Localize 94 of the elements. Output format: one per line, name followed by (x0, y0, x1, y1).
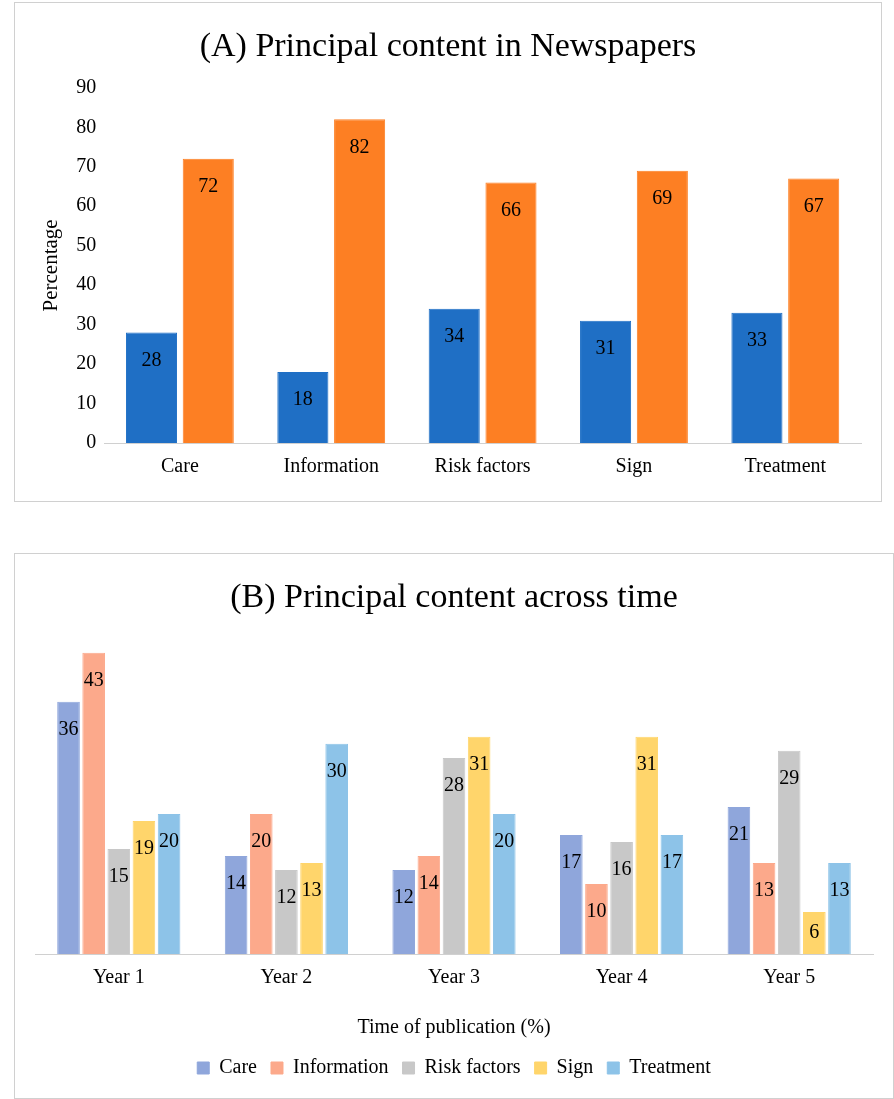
bar (417, 855, 441, 954)
data-label: 67 (803, 193, 824, 216)
bar (580, 320, 632, 443)
bar (752, 862, 776, 954)
data-label: 19 (133, 836, 154, 859)
data-label: 69 (652, 185, 673, 208)
chart-title: (B) Principal content across time (230, 577, 678, 616)
data-label: 16 (611, 857, 632, 880)
y-tick-label: 40 (76, 272, 97, 295)
data-label: 10 (586, 899, 607, 922)
data-label: 43 (83, 668, 104, 691)
bar (57, 701, 80, 954)
x-tick-label: Treatment (744, 454, 827, 477)
data-label: 13 (301, 878, 322, 901)
bar (585, 883, 608, 954)
bar (485, 182, 537, 443)
data-label: 18 (292, 387, 313, 410)
bar (249, 813, 273, 954)
y-axis-title: Percentage (38, 219, 63, 312)
x-tick-label: Year 1 (92, 965, 145, 988)
x-tick-label: Year 3 (428, 965, 480, 988)
data-label: 6 (809, 920, 820, 943)
data-label: 12 (276, 885, 297, 908)
data-label: 13 (754, 878, 775, 901)
x-tick-label: Care (161, 454, 199, 477)
bar (82, 652, 105, 954)
bar (731, 312, 783, 443)
y-tick-label: 0 (86, 430, 97, 453)
data-label: 14 (226, 871, 247, 894)
bar (492, 813, 516, 954)
data-label: 20 (251, 829, 272, 852)
data-label: 21 (728, 822, 749, 845)
x-tick-label: Year 2 (260, 965, 313, 988)
data-label: 34 (444, 324, 465, 347)
bar (636, 170, 688, 443)
y-tick-label: 50 (76, 232, 97, 255)
bar (157, 813, 181, 954)
x-tick-label: Information (283, 454, 380, 477)
x-tick-label: Risk factors (434, 454, 531, 477)
data-label: 15 (108, 864, 129, 887)
bar (727, 806, 751, 954)
bar (325, 743, 348, 954)
bar (788, 178, 840, 443)
y-tick-label: 60 (76, 193, 97, 216)
y-tick-label: 10 (76, 390, 97, 413)
y-tick-label: 80 (76, 114, 97, 137)
data-label: 72 (198, 174, 219, 197)
legend-label: Risk factors (424, 1055, 521, 1078)
legend-label: Treatment (629, 1055, 712, 1078)
data-label: 82 (349, 134, 370, 157)
bar (467, 736, 491, 954)
data-label: 31 (469, 752, 490, 775)
bar (300, 862, 323, 954)
data-label: 13 (829, 878, 850, 901)
data-label: 29 (779, 766, 800, 789)
data-label: 14 (418, 871, 439, 894)
data-label: 31 (636, 752, 657, 775)
legend-label: Sign (556, 1055, 594, 1079)
data-label: 17 (661, 850, 682, 873)
data-label: 31 (595, 335, 616, 358)
data-label: 30 (326, 759, 347, 782)
legend-label: Care (219, 1055, 258, 1078)
chart-title: (A) Principal content in Newspapers (199, 26, 697, 65)
bar (125, 332, 178, 443)
bar (132, 820, 156, 954)
y-tick-label: 20 (76, 351, 97, 374)
bar (660, 834, 684, 954)
data-label: 20 (159, 829, 180, 852)
data-label: 17 (561, 850, 582, 873)
x-tick-label: Sign (615, 454, 653, 478)
data-label: 33 (746, 328, 767, 351)
bar (428, 308, 480, 443)
data-label: 66 (500, 197, 521, 220)
bar (828, 862, 851, 954)
x-axis-title: Time of publication (%) (357, 1015, 551, 1039)
bar (182, 158, 234, 443)
y-tick-label: 30 (76, 311, 97, 334)
x-tick-label: Year 4 (595, 965, 648, 988)
y-tick-label: 90 (76, 75, 97, 98)
data-label: 20 (494, 829, 515, 852)
data-label: 36 (58, 717, 79, 740)
y-tick-label: 70 (76, 153, 97, 176)
data-label: 12 (393, 885, 414, 908)
bar (803, 911, 826, 954)
bar (224, 855, 248, 954)
data-label: 28 (141, 347, 162, 370)
x-tick-label: Year 5 (763, 965, 816, 988)
legend-label: Information (292, 1055, 389, 1078)
data-label: 28 (444, 773, 464, 796)
bar (392, 869, 416, 954)
bar (560, 834, 583, 954)
bar (277, 371, 329, 443)
bar (334, 119, 386, 443)
bar (635, 736, 659, 954)
